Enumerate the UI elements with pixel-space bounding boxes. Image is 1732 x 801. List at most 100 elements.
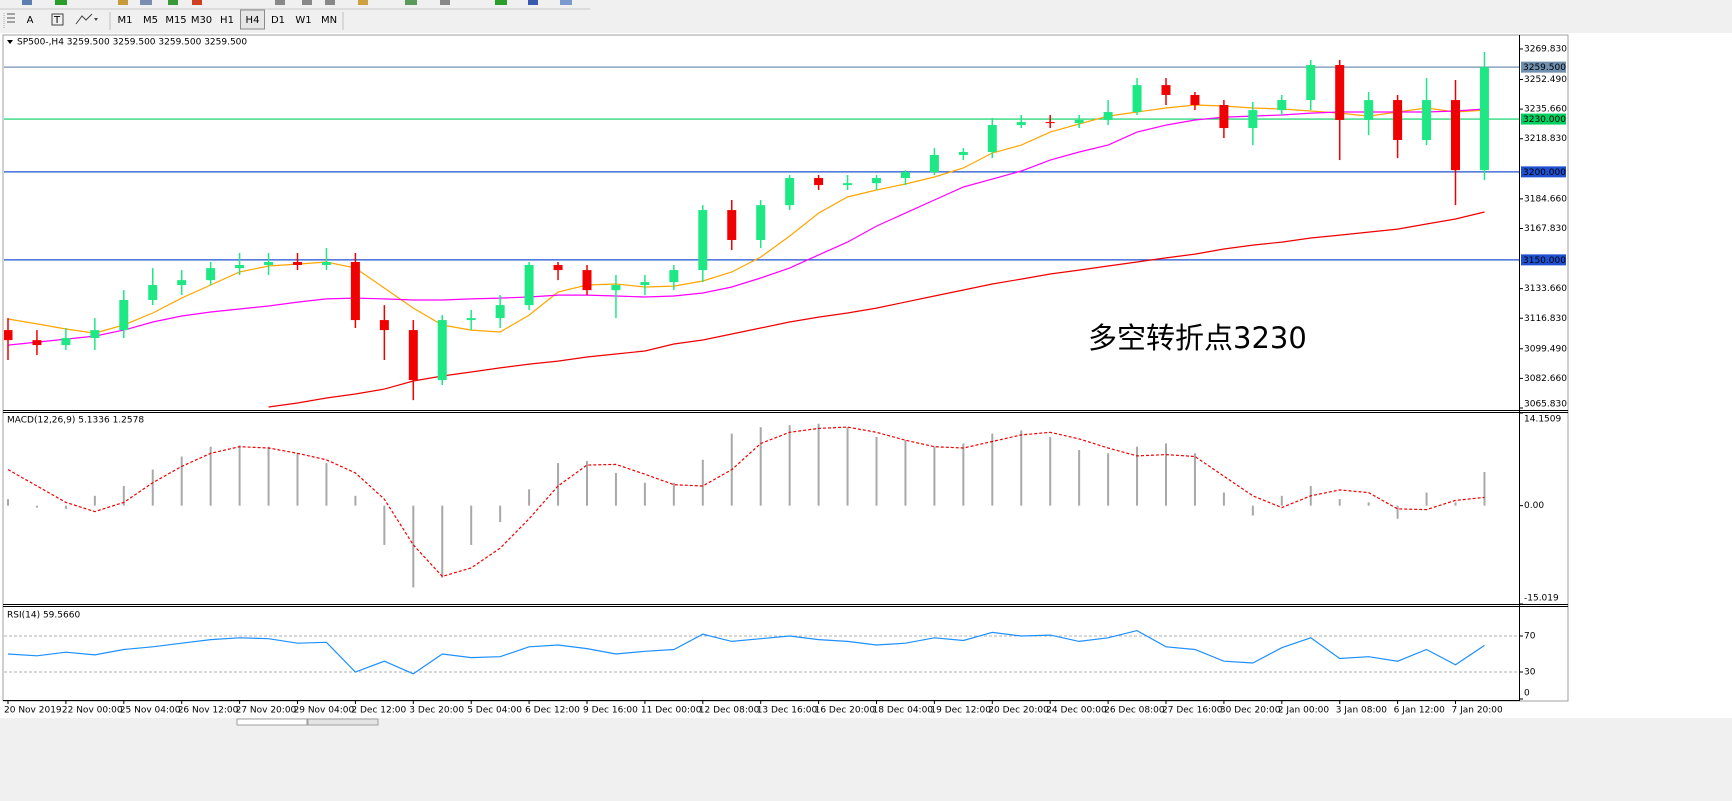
candle-body [843, 183, 853, 186]
tool-label[interactable]: A [27, 15, 34, 26]
x-tick-label: 2 Dec 12:00 [351, 706, 406, 716]
y-tick-label: 3065.830 [1524, 400, 1567, 410]
candle-body [1161, 85, 1171, 95]
candle-body [987, 125, 997, 152]
y-tick-label: 3218.830 [1524, 134, 1567, 144]
candle-body [4, 330, 13, 341]
tab[interactable] [307, 718, 379, 726]
candle-body [1364, 100, 1374, 120]
candle-body [958, 151, 968, 155]
moving-average [7, 108, 1485, 346]
candle-body [698, 210, 708, 271]
timeframe-active [240, 9, 265, 30]
timeframe-button[interactable]: W1 [295, 15, 311, 26]
candle-body [235, 264, 245, 269]
candle-body [495, 305, 505, 319]
candle-body [1451, 100, 1460, 171]
y-tick-label: 0.00 [1524, 501, 1544, 511]
tab-strip [0, 718, 1732, 801]
chart-title: SP500-,H4 3259.500 3259.500 3259.500 325… [17, 38, 247, 48]
x-tick-label: 24 Dec 00:00 [1046, 706, 1107, 716]
panel-menu-arrow[interactable] [7, 40, 13, 44]
plot-layer: 3269.830 3252.490 3235.660 3218.830 3184.660… [4, 44, 1567, 716]
y-tick-label: 3252.490 [1524, 75, 1567, 85]
toolbar [0, 0, 1732, 33]
candle-body [119, 300, 129, 331]
x-tick-label: 27 Nov 20:00 [236, 706, 297, 716]
annotation: 多空转折点3230 [1088, 321, 1307, 355]
timeframe-button[interactable]: H1 [220, 15, 234, 26]
candle-body [1479, 67, 1489, 171]
x-tick-label: 16 Dec 20:00 [815, 706, 876, 716]
candle-body [1103, 112, 1113, 120]
x-tick-label: 22 Nov 00:00 [62, 706, 123, 716]
timeframe-button[interactable]: M1 [118, 15, 133, 26]
candle-body [379, 320, 389, 331]
y-tick-label: 3184.660 [1524, 194, 1567, 204]
candle-body [814, 178, 824, 186]
y-tick-label: 3269.830 [1524, 44, 1567, 54]
candle-body [264, 261, 274, 265]
indicator-title: MACD(12,26,9) 5.1336 1.2578 [7, 416, 144, 426]
candle-body [1045, 122, 1055, 124]
x-tick-label: 27 Dec 16:00 [1162, 706, 1223, 716]
candle-body [669, 270, 679, 283]
x-tick-label: 20 Nov 2019 [4, 706, 62, 716]
candle-body [1074, 119, 1084, 124]
candle-body [1277, 100, 1287, 111]
level-label-box [1521, 113, 1566, 125]
candle-body [350, 261, 360, 321]
tab[interactable] [236, 718, 308, 726]
y-tick-label: 3082.660 [1524, 374, 1567, 384]
x-tick-label: 11 Dec 00:00 [641, 706, 702, 716]
x-tick-label: 29 Nov 04:00 [294, 706, 355, 716]
signal-line [7, 426, 1485, 578]
level-label-box [1521, 166, 1566, 178]
candle-body [1306, 65, 1316, 101]
x-tick-label: 3 Dec 20:00 [409, 706, 464, 716]
timeframe-button[interactable]: M5 [143, 15, 158, 26]
timeframe-button[interactable]: H4 [246, 15, 260, 26]
timeframe-button[interactable]: M15 [165, 15, 186, 26]
candle-body [640, 282, 650, 286]
x-tick-label: 20 Dec 20:00 [988, 706, 1049, 716]
candle-body [437, 320, 447, 381]
x-tick-label: 18 Dec 04:00 [873, 706, 934, 716]
level-label: 3230.000 [1523, 115, 1566, 125]
x-tick-label: 6 Dec 12:00 [525, 706, 580, 716]
level-label-box [1521, 254, 1566, 266]
x-tick-label: 30 Dec 20:00 [1220, 706, 1281, 716]
candle-body [727, 210, 737, 240]
candle-body [177, 280, 187, 286]
x-tick-label: 13 Dec 16:00 [757, 706, 818, 716]
x-tick-label: 5 Dec 04:00 [467, 706, 522, 716]
timeframe-button[interactable]: MN [321, 15, 337, 26]
y-tick-label: 3116.830 [1524, 314, 1567, 324]
candle-body [1335, 65, 1345, 120]
y-tick-label: 70 [1524, 632, 1536, 642]
candle-body [466, 318, 476, 321]
x-tick-label: 6 Jan 12:00 [1394, 706, 1446, 716]
candle-body [929, 154, 939, 173]
candle-body [611, 285, 621, 291]
panel-plot [4, 629, 1519, 675]
y-tick-label: 3235.660 [1524, 105, 1567, 115]
toolbar-icons [3, 0, 572, 30]
candle-body [872, 178, 881, 184]
candle-body [900, 172, 910, 179]
candle-body [293, 261, 302, 265]
candle-body [1422, 100, 1432, 141]
x-tick-label: 2 Jan 00:00 [1278, 706, 1330, 716]
x-tick-label: 12 Dec 08:00 [699, 706, 760, 716]
candle-body [756, 205, 766, 240]
candle-body [408, 330, 418, 381]
tool-label[interactable]: T [53, 15, 61, 26]
y-tick-label: -15.019 [1524, 594, 1559, 604]
candle-body [32, 340, 42, 346]
candle-body [785, 178, 795, 206]
timeframe-button[interactable]: D1 [271, 15, 285, 26]
candle-body [582, 270, 592, 291]
candle-body [524, 264, 534, 306]
timeframe-button[interactable]: M30 [191, 15, 212, 26]
